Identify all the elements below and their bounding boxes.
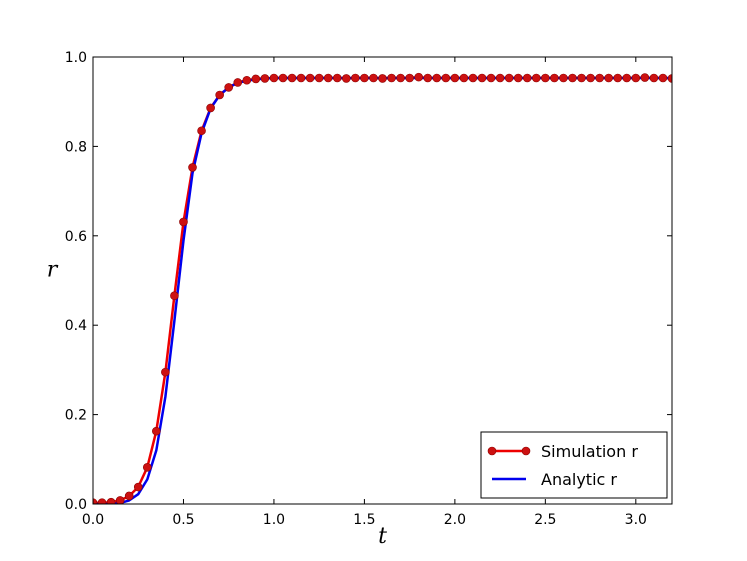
data-point-simulation	[215, 90, 224, 100]
data-point-simulation	[631, 73, 641, 83]
data-point-simulation	[405, 73, 414, 83]
data-point-simulation	[179, 217, 188, 227]
data-point-simulation	[115, 496, 125, 504]
ticks-layer	[92, 56, 672, 505]
data-point-simulation	[559, 73, 568, 83]
data-point-simulation	[152, 426, 161, 436]
data-point-simulation	[342, 74, 351, 83]
data-point-simulation	[206, 103, 215, 113]
plot-area	[93, 72, 672, 504]
data-point-simulation	[586, 73, 595, 83]
data-point-simulation	[269, 73, 279, 83]
data-point-simulation	[260, 74, 270, 83]
legend-label-simulation: Simulation r	[541, 442, 638, 461]
data-point-simulation	[170, 291, 179, 300]
data-point-simulation	[296, 73, 306, 83]
data-point-simulation	[278, 73, 288, 83]
x-tick-label: 2.0	[444, 512, 466, 528]
data-point-simulation	[432, 73, 442, 83]
data-point-simulation	[369, 73, 378, 83]
y-tick-label: 0.6	[65, 229, 87, 245]
data-point-simulation	[142, 463, 152, 472]
data-point-simulation	[360, 73, 369, 83]
y-tick-label: 0.4	[65, 318, 87, 334]
data-point-simulation	[667, 74, 672, 83]
data-point-simulation	[441, 73, 451, 83]
data-point-simulation	[495, 73, 505, 83]
data-point-simulation	[233, 78, 243, 87]
series-layer	[93, 72, 672, 504]
data-point-simulation	[522, 73, 532, 83]
data-point-simulation	[550, 73, 559, 83]
data-point-simulation	[387, 73, 396, 83]
data-point-simulation	[188, 163, 197, 172]
data-point-simulation	[459, 73, 469, 83]
data-point-simulation	[649, 73, 659, 83]
data-point-simulation	[161, 367, 170, 377]
data-point-simulation	[133, 482, 143, 492]
data-point-simulation	[396, 73, 405, 83]
data-point-simulation	[414, 72, 423, 82]
x-tick-label: 0.0	[82, 512, 104, 528]
data-point-simulation	[613, 73, 623, 83]
data-point-simulation	[531, 73, 541, 83]
y-tick-label: 0.0	[65, 497, 87, 513]
tick-labels-layer: 0.0 0.5 1.0 1.5 2.0 2.5 3.0 0.0 0.2 0.4 0.6 0.8 1.0	[65, 50, 647, 528]
y-tick-label: 0.2	[65, 408, 87, 424]
x-tick-label: 3.0	[625, 512, 647, 528]
data-point-simulation	[332, 73, 342, 83]
data-point-simulation	[504, 73, 514, 83]
data-point-simulation	[477, 73, 487, 83]
plot-frame	[92, 56, 673, 505]
y-tick-label: 1.0	[65, 50, 87, 66]
data-point-simulation	[604, 73, 613, 83]
y-axis-label: r	[47, 258, 59, 283]
legend-marker-simulation	[487, 446, 497, 456]
x-tick-label: 1.5	[353, 512, 375, 528]
data-point-simulation	[640, 73, 650, 82]
data-point-simulation	[242, 75, 252, 85]
data-point-simulation	[595, 73, 604, 83]
data-point-simulation	[423, 73, 433, 83]
data-point-simulation	[323, 73, 333, 83]
data-point-simulation	[351, 73, 360, 83]
data-point-simulation	[314, 73, 324, 83]
legend: Simulation r Analytic r	[480, 431, 668, 499]
data-point-simulation	[197, 126, 206, 136]
data-point-simulation	[658, 73, 668, 83]
data-point-simulation	[622, 73, 632, 83]
x-tick-label: 1.0	[263, 512, 285, 528]
data-point-simulation	[513, 73, 523, 83]
data-point-simulation	[378, 74, 387, 83]
data-point-simulation	[486, 73, 496, 83]
legend-entry-analytic: Analytic r	[492, 470, 617, 489]
legend-marker-simulation	[521, 446, 531, 456]
legend-label-analytic: Analytic r	[541, 470, 617, 489]
data-point-simulation	[106, 497, 116, 504]
x-axis-label: t	[378, 524, 387, 549]
data-point-simulation	[224, 83, 234, 92]
data-point-simulation	[93, 498, 98, 504]
legend-entry-simulation: Simulation r	[487, 442, 638, 461]
data-point-simulation	[450, 73, 460, 83]
data-point-simulation	[541, 73, 550, 83]
data-point-simulation	[97, 498, 107, 504]
data-point-simulation	[568, 73, 577, 83]
x-tick-label: 2.5	[534, 512, 556, 528]
y-tick-label: 0.8	[65, 139, 87, 155]
legend-box	[480, 431, 668, 499]
data-point-simulation	[124, 491, 134, 501]
data-point-simulation	[577, 73, 586, 83]
data-point-simulation	[251, 74, 261, 84]
data-point-simulation	[468, 73, 478, 83]
x-tick-label: 0.5	[172, 512, 194, 528]
data-point-simulation	[287, 73, 297, 83]
data-point-simulation	[305, 73, 315, 83]
